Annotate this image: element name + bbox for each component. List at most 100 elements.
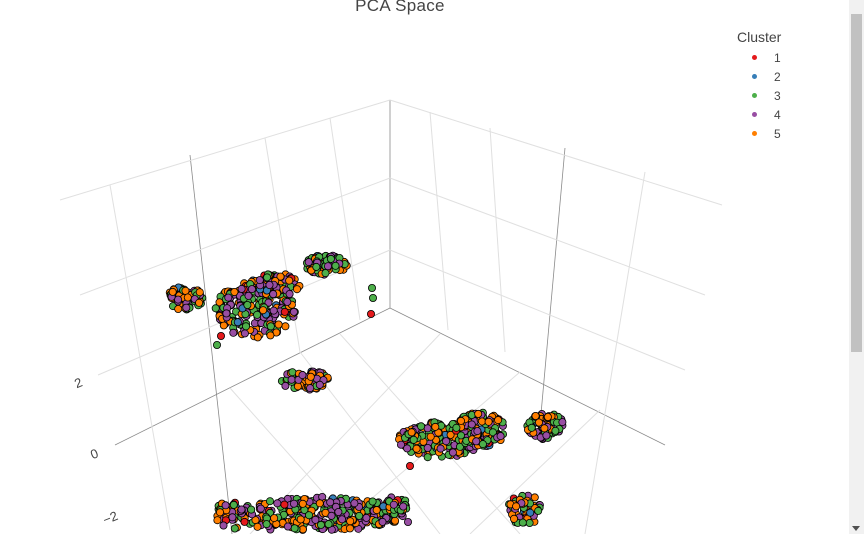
grid-line bbox=[329, 117, 361, 321]
data-point-cluster-4 bbox=[472, 437, 481, 446]
data-point-cluster-4 bbox=[229, 328, 238, 337]
legend-marker-icon bbox=[752, 112, 757, 117]
legend-item-cluster-1[interactable]: 1 bbox=[737, 48, 837, 67]
data-point-cluster-3 bbox=[290, 524, 299, 533]
legend-label: 2 bbox=[774, 69, 781, 84]
data-point-cluster-5 bbox=[315, 499, 324, 508]
data-point-cluster-1 bbox=[280, 500, 289, 509]
data-point-cluster-4 bbox=[399, 502, 408, 511]
data-point-cluster-3 bbox=[367, 283, 376, 292]
data-point-cluster-1 bbox=[366, 309, 375, 318]
data-point-cluster-3 bbox=[551, 426, 560, 435]
data-point-cluster-5 bbox=[446, 430, 455, 439]
legend-item-cluster-3[interactable]: 3 bbox=[737, 86, 837, 105]
data-point-cluster-4 bbox=[467, 420, 476, 429]
data-point-cluster-3 bbox=[324, 520, 333, 529]
data-point-cluster-5 bbox=[509, 514, 518, 523]
data-point-cluster-5 bbox=[372, 506, 381, 515]
data-point-cluster-4 bbox=[265, 280, 274, 289]
grid-line bbox=[59, 99, 391, 201]
data-point-cluster-3 bbox=[423, 453, 432, 462]
data-point-cluster-5 bbox=[285, 276, 294, 285]
grid-line bbox=[389, 99, 723, 206]
grid-line bbox=[469, 409, 601, 534]
data-point-cluster-5 bbox=[213, 516, 222, 525]
data-point-cluster-4 bbox=[389, 500, 398, 509]
data-point-cluster-4 bbox=[283, 522, 292, 531]
legend-title: Cluster bbox=[737, 29, 782, 45]
data-point-cluster-3 bbox=[241, 322, 250, 331]
legend: Cluster 1 2 3 4 5 bbox=[737, 29, 837, 143]
data-point-cluster-5 bbox=[484, 417, 493, 426]
data-point-cluster-5 bbox=[494, 416, 503, 425]
data-point-cluster-3 bbox=[527, 423, 536, 432]
data-point-cluster-3 bbox=[262, 520, 271, 529]
data-point-cluster-4 bbox=[255, 276, 264, 285]
grid-line bbox=[79, 177, 391, 296]
data-point-cluster-5 bbox=[540, 424, 549, 433]
data-point-cluster-3 bbox=[243, 300, 252, 309]
z-tick-label: 2 bbox=[72, 375, 84, 392]
data-point-cluster-4 bbox=[542, 431, 551, 440]
data-point-cluster-5 bbox=[181, 286, 190, 295]
data-point-cluster-4 bbox=[281, 381, 290, 390]
data-point-cluster-5 bbox=[477, 417, 486, 426]
data-point-cluster-5 bbox=[456, 416, 465, 425]
grid-line bbox=[489, 127, 506, 353]
data-point-cluster-4 bbox=[240, 329, 249, 338]
data-point-cluster-3 bbox=[417, 422, 426, 431]
data-point-cluster-3 bbox=[355, 511, 364, 520]
data-point-cluster-4 bbox=[337, 515, 346, 524]
data-point-cluster-5 bbox=[407, 428, 416, 437]
data-point-cluster-5 bbox=[426, 432, 435, 441]
data-point-cluster-3 bbox=[456, 431, 465, 440]
grid-line bbox=[429, 111, 449, 331]
data-point-cluster-4 bbox=[362, 513, 371, 522]
data-point-cluster-4 bbox=[221, 501, 230, 510]
data-point-cluster-4 bbox=[289, 307, 298, 316]
data-point-cluster-3 bbox=[263, 273, 272, 282]
data-point-cluster-3 bbox=[525, 519, 534, 528]
data-point-cluster-5 bbox=[306, 372, 315, 381]
data-point-cluster-4 bbox=[256, 504, 265, 513]
data-point-cluster-5 bbox=[183, 293, 192, 302]
data-point-cluster-4 bbox=[423, 424, 432, 433]
scroll-down-arrow-icon[interactable] bbox=[852, 526, 860, 531]
data-point-cluster-3 bbox=[211, 304, 220, 313]
scrollbar-thumb[interactable] bbox=[851, 14, 862, 352]
legend-item-cluster-4[interactable]: 4 bbox=[737, 105, 837, 124]
vertical-scrollbar[interactable] bbox=[849, 0, 864, 534]
z-tick-label: −2 bbox=[101, 508, 120, 527]
legend-items: 1 2 3 4 5 bbox=[737, 48, 837, 143]
data-point-cluster-3 bbox=[326, 254, 335, 263]
data-point-cluster-4 bbox=[442, 437, 451, 446]
data-point-cluster-4 bbox=[269, 306, 278, 315]
legend-item-cluster-2[interactable]: 2 bbox=[737, 67, 837, 86]
data-point-cluster-4 bbox=[396, 440, 405, 449]
data-point-cluster-4 bbox=[222, 309, 231, 318]
data-point-cluster-3 bbox=[265, 497, 274, 506]
data-point-cluster-3 bbox=[230, 524, 239, 533]
data-point-cluster-5 bbox=[274, 320, 283, 329]
data-point-cluster-3 bbox=[321, 269, 330, 278]
data-point-cluster-4 bbox=[403, 518, 412, 527]
data-point-cluster-5 bbox=[174, 304, 183, 313]
data-point-cluster-5 bbox=[431, 422, 440, 431]
data-point-cluster-4 bbox=[287, 375, 296, 384]
data-point-cluster-5 bbox=[195, 288, 204, 297]
axis-line bbox=[539, 147, 566, 426]
data-point-cluster-5 bbox=[474, 409, 483, 418]
legend-item-cluster-5[interactable]: 5 bbox=[737, 124, 837, 143]
data-point-cluster-3 bbox=[253, 310, 262, 319]
data-point-cluster-5 bbox=[535, 418, 544, 427]
data-point-cluster-5 bbox=[219, 321, 228, 330]
data-point-cluster-4 bbox=[378, 517, 387, 526]
data-point-cluster-4 bbox=[298, 371, 307, 380]
data-point-cluster-5 bbox=[253, 333, 262, 342]
data-point-cluster-5 bbox=[296, 515, 305, 524]
data-point-cluster-2 bbox=[233, 318, 242, 327]
data-point-cluster-4 bbox=[244, 291, 253, 300]
data-point-cluster-5 bbox=[281, 322, 290, 331]
